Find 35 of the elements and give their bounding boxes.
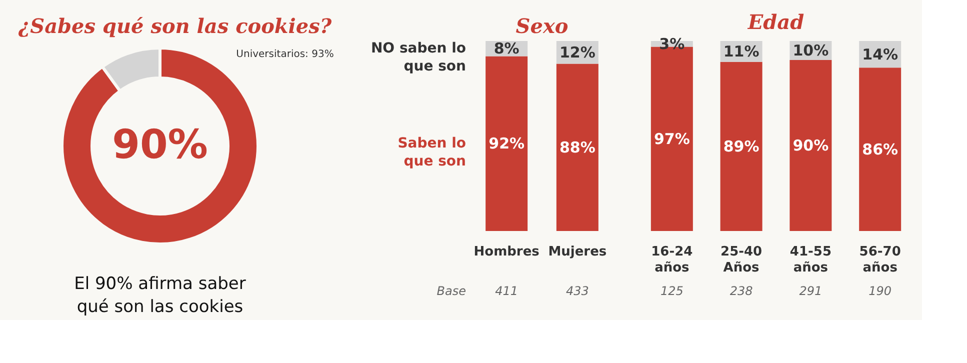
chart-title: ¿Sabes qué son las cookies? bbox=[17, 14, 332, 38]
text: Base bbox=[436, 284, 466, 298]
data-label: 8% bbox=[494, 40, 520, 58]
chart-title: Sexo bbox=[516, 14, 568, 38]
x-tick-label: 41-55 años bbox=[790, 244, 832, 276]
text: El 90% afirma saber qué son las cookies bbox=[74, 274, 246, 317]
data-label: 14% bbox=[862, 45, 898, 64]
text: 125 bbox=[660, 284, 684, 298]
bar bbox=[859, 68, 902, 231]
data-label: 97% bbox=[654, 130, 690, 148]
chart-title: Edad bbox=[746, 10, 804, 34]
text: 433 bbox=[566, 284, 589, 298]
series-label: Saben lo que son bbox=[398, 136, 466, 170]
text: 190 bbox=[868, 284, 892, 298]
data-label: 11% bbox=[723, 42, 760, 60]
data-label: 90% bbox=[112, 122, 208, 168]
data-label: 12% bbox=[559, 43, 596, 62]
x-tick-label: Hombres bbox=[474, 244, 540, 260]
data-label: 89% bbox=[723, 137, 760, 156]
bar bbox=[790, 60, 832, 231]
data-label: 86% bbox=[862, 140, 898, 158]
series-label: NO saben lo que son bbox=[370, 40, 466, 75]
x-tick-label: Mujeres bbox=[548, 244, 607, 260]
text: 291 bbox=[799, 284, 822, 298]
bar bbox=[720, 62, 762, 231]
x-tick-label: 56-70 años bbox=[859, 244, 901, 276]
data-label: 10% bbox=[792, 42, 829, 60]
text: 238 bbox=[730, 284, 754, 298]
text: 411 bbox=[495, 284, 518, 298]
data-label: 88% bbox=[559, 138, 596, 156]
x-tick-label: 16-24 años bbox=[651, 244, 693, 276]
data-label: 92% bbox=[488, 134, 525, 153]
x-tick-label: 25-40 Años bbox=[720, 244, 762, 276]
data-label: 90% bbox=[792, 136, 829, 154]
text: Universitarios: 93% bbox=[236, 49, 334, 60]
